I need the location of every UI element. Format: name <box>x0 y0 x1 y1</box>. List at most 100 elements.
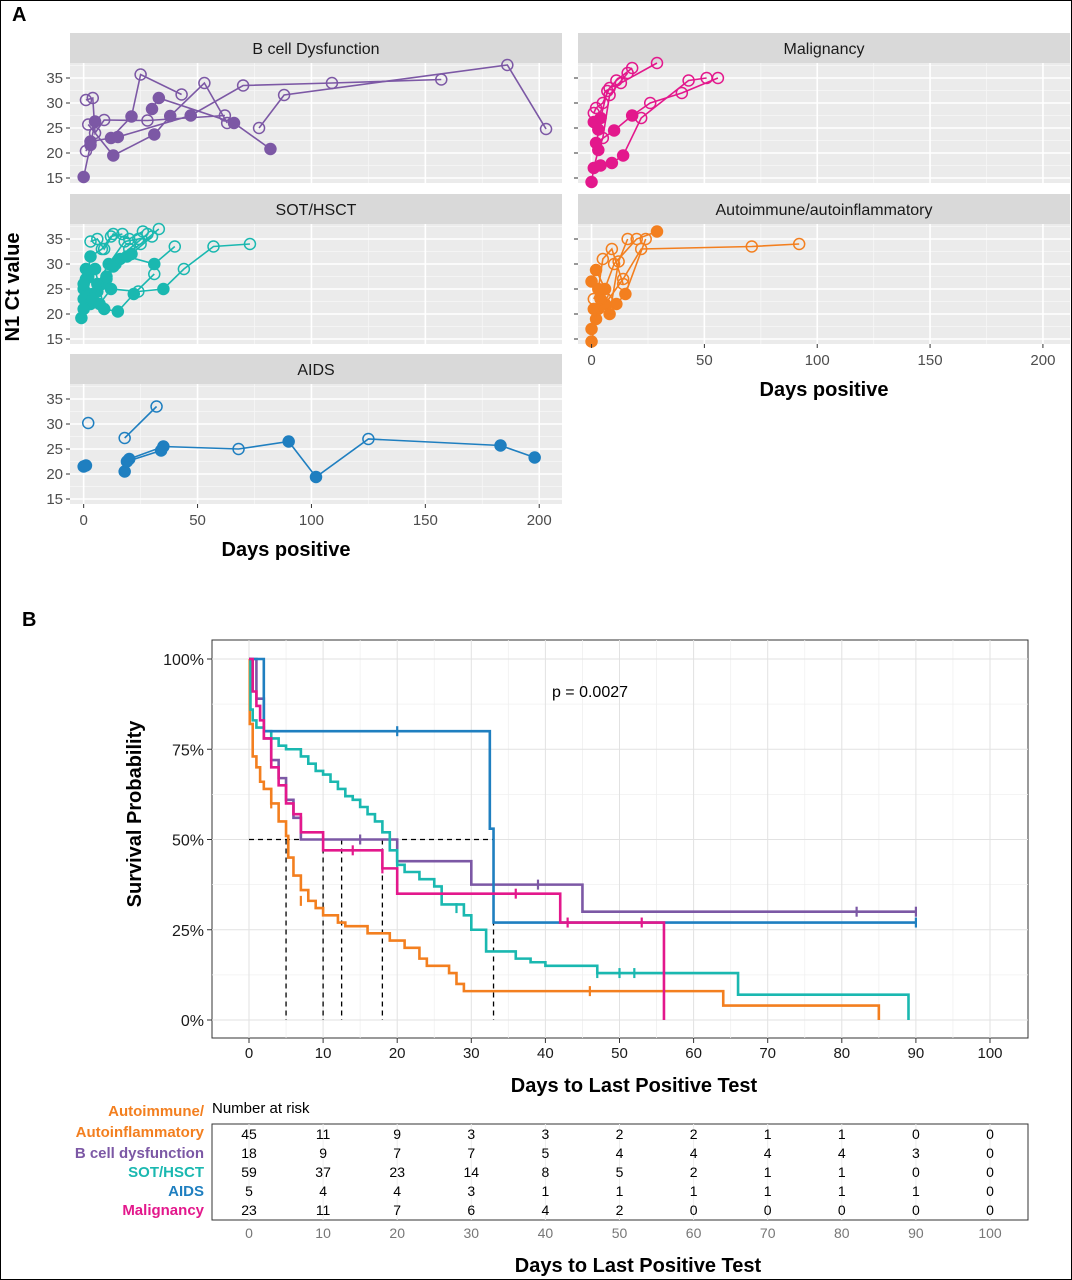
facet-strip <box>70 33 562 63</box>
risk-cell: 1 <box>542 1183 550 1199</box>
facet-strip <box>578 194 1070 224</box>
risk-cell: 37 <box>315 1164 331 1180</box>
risk-cell: 59 <box>241 1164 257 1180</box>
series-line <box>117 78 442 138</box>
risk-cell: 2 <box>690 1164 698 1180</box>
data-point <box>77 170 90 184</box>
x-tick-label: 50 <box>189 512 206 529</box>
data-point <box>585 175 598 189</box>
risk-row-label: SOT/HSCT <box>128 1164 204 1181</box>
data-point <box>125 110 138 123</box>
data-point <box>150 400 163 413</box>
data-point <box>97 113 111 127</box>
data-point <box>309 470 323 484</box>
data-point <box>79 262 93 276</box>
facet-strip <box>70 194 562 224</box>
data-point <box>77 277 90 291</box>
data-point <box>745 240 759 253</box>
data-point <box>612 255 625 268</box>
data-point <box>610 297 623 311</box>
y-tick-label: 75% <box>172 742 204 759</box>
data-point <box>264 142 277 156</box>
risk-cell: 9 <box>393 1126 401 1142</box>
facet-panel-background <box>70 224 562 344</box>
x-tick-label: 150 <box>918 352 943 369</box>
x-axis-title: Days positive <box>760 379 889 401</box>
data-point <box>650 225 664 238</box>
data-point <box>168 240 182 253</box>
y-tick-label: 25% <box>172 923 204 940</box>
data-point <box>614 76 628 90</box>
x-tick-label: 200 <box>1030 352 1055 369</box>
y-tick-label: 15 <box>46 491 63 508</box>
data-point <box>218 109 232 122</box>
y-tick-label: 25 <box>46 281 63 298</box>
data-point <box>616 277 630 291</box>
risk-cell: 2 <box>690 1126 698 1142</box>
data-point <box>711 71 725 85</box>
data-point <box>111 305 125 318</box>
data-point <box>605 156 619 170</box>
risk-cell: 1 <box>764 1164 772 1180</box>
x-tick-label: 50 <box>696 352 713 369</box>
x-tick-label: 10 <box>315 1045 332 1062</box>
risk-cell: 5 <box>616 1164 624 1180</box>
risk-cell: 7 <box>393 1145 401 1161</box>
y-axis-title: N1 Ct value <box>2 233 24 342</box>
risk-cell: 23 <box>389 1164 405 1180</box>
risk-cell: 0 <box>986 1164 994 1180</box>
risk-cell: 5 <box>245 1183 253 1199</box>
panel-a-facet-plots: B cell Dysfunction 15 20 25 30 35 Malignancy SO… <box>2 33 1070 561</box>
data-point <box>207 240 220 253</box>
data-point <box>539 122 553 136</box>
data-point <box>157 282 170 296</box>
risk-cell: 4 <box>690 1145 698 1161</box>
x-tick-label: 0 <box>587 352 595 369</box>
data-point <box>88 126 102 140</box>
p-value-annotation: p = 0.0027 <box>552 684 628 701</box>
x-tick-label: 90 <box>908 1045 925 1062</box>
y-tick-label: 35 <box>46 70 63 87</box>
risk-cell: 1 <box>838 1164 846 1180</box>
risk-row-label: Autoinflammatory <box>76 1124 205 1141</box>
x-tick-label: 20 <box>389 1225 405 1241</box>
risk-cell: 23 <box>241 1202 257 1218</box>
y-tick-label: 35 <box>46 231 63 248</box>
facet-strip-label: Autoimmune/autoinflammatory <box>716 202 933 219</box>
x-tick-label: 40 <box>538 1225 554 1241</box>
data-point <box>494 439 507 452</box>
data-point <box>118 465 131 478</box>
risk-cell: 0 <box>986 1183 994 1199</box>
facet-strip <box>70 354 562 384</box>
data-point <box>177 262 191 276</box>
data-point <box>84 135 97 148</box>
data-point <box>175 88 188 101</box>
data-point <box>634 242 648 256</box>
risk-cell: 1 <box>764 1126 772 1142</box>
data-point <box>132 285 145 298</box>
facet-panel-background <box>70 63 562 183</box>
series-line <box>151 97 271 150</box>
data-point <box>592 123 605 136</box>
facet-strip-label: B cell Dysfunction <box>252 41 379 58</box>
data-point <box>134 68 147 81</box>
risk-cell: 4 <box>616 1145 624 1161</box>
panel-b-label: B <box>22 609 36 631</box>
x-tick-label: 70 <box>760 1225 776 1241</box>
x-tick-label: 20 <box>389 1045 406 1062</box>
data-point <box>148 257 161 271</box>
data-point <box>587 292 601 306</box>
y-tick-label: 50% <box>172 833 204 850</box>
data-point <box>81 416 95 430</box>
risk-cell: 4 <box>319 1183 327 1199</box>
data-point <box>111 130 125 144</box>
risk-cell: 3 <box>912 1145 920 1161</box>
risk-row-label: Autoimmune/ <box>108 1103 205 1120</box>
survival-curve <box>249 657 666 1020</box>
data-point <box>84 235 97 248</box>
risk-cell: 18 <box>241 1145 257 1161</box>
y-tick-label: 25 <box>46 120 63 137</box>
data-point <box>603 81 616 95</box>
panel-a-label: A <box>12 4 26 26</box>
y-tick-label: 0% <box>181 1013 204 1030</box>
